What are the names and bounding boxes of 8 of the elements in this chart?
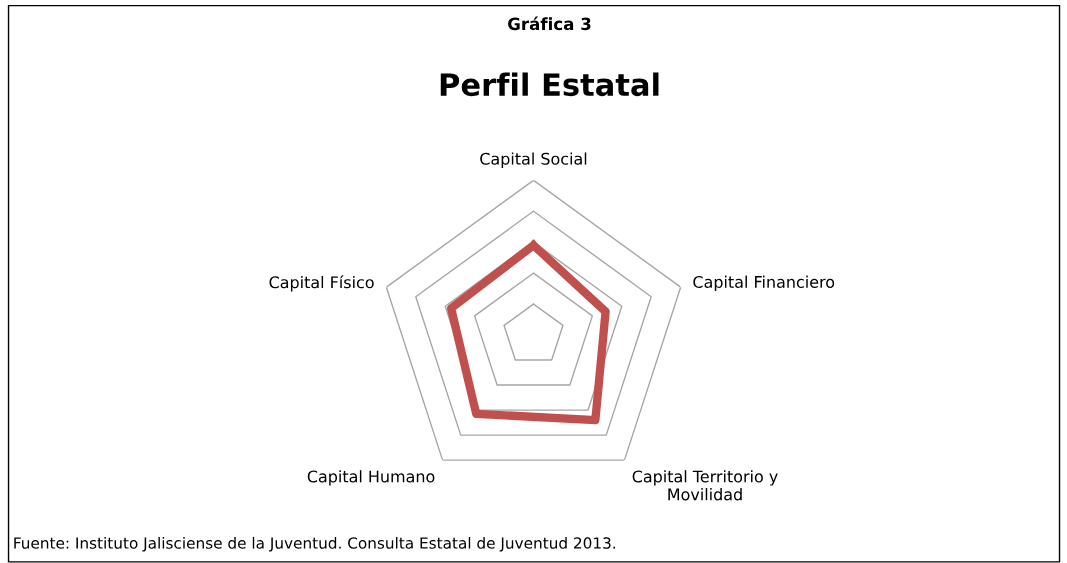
spoke-label: Capital Social [480,152,587,168]
chart-title: Perfil Estatal [440,72,659,97]
spoke-label: Capital Financiero [693,275,835,292]
spoke-label: Capital Humano [307,470,435,486]
source-note: Fuente: Instituto Jalisciense de la Juventud. Consulta Estatal de Juventud 2013. [14,536,616,552]
chart-subtitle: Gráfica 3 [508,16,591,31]
spoke-label: Capital Físico [269,275,374,292]
spoke-label: Capital Territorio y Movilidad [632,470,778,501]
